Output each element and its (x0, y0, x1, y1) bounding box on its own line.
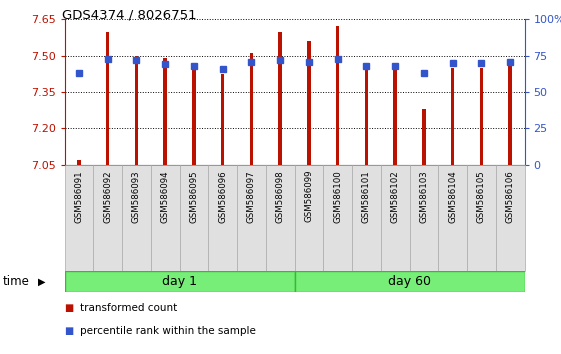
Text: GSM586092: GSM586092 (103, 170, 112, 223)
Bar (336, 25, 339, 165)
Bar (237, 165, 266, 271)
Bar (307, 41, 311, 165)
Text: GSM586100: GSM586100 (333, 170, 342, 223)
Bar (93, 165, 122, 271)
Text: time: time (3, 275, 30, 288)
Bar (278, 32, 282, 165)
Text: GSM586094: GSM586094 (160, 170, 169, 223)
Text: GSM586093: GSM586093 (132, 170, 141, 223)
Text: GSM586105: GSM586105 (477, 170, 486, 223)
Text: GSM586091: GSM586091 (75, 170, 84, 223)
Bar (480, 68, 483, 165)
Text: transformed count: transformed count (80, 303, 177, 313)
Bar (163, 58, 167, 165)
Text: day 60: day 60 (388, 275, 431, 288)
Text: GDS4374 / 8026751: GDS4374 / 8026751 (62, 9, 196, 22)
Bar (180, 165, 208, 271)
Bar (266, 165, 295, 271)
Text: GSM586104: GSM586104 (448, 170, 457, 223)
Bar (135, 56, 138, 165)
Text: GSM586103: GSM586103 (420, 170, 429, 223)
Bar (77, 160, 81, 165)
Bar (106, 32, 109, 165)
Bar (393, 70, 397, 165)
Text: GSM586096: GSM586096 (218, 170, 227, 223)
Text: GSM586099: GSM586099 (305, 170, 314, 222)
Text: day 1: day 1 (162, 275, 197, 288)
Text: percentile rank within the sample: percentile rank within the sample (80, 326, 256, 336)
Bar (192, 65, 196, 165)
Bar (122, 165, 151, 271)
Bar (323, 165, 352, 271)
Bar (496, 165, 525, 271)
Text: ■: ■ (65, 303, 73, 313)
Bar (250, 53, 253, 165)
Bar (208, 165, 237, 271)
Bar (221, 74, 224, 165)
Bar (438, 165, 467, 271)
Bar (467, 165, 496, 271)
Bar (352, 165, 381, 271)
Bar (381, 165, 410, 271)
Bar (65, 271, 295, 292)
Text: ■: ■ (65, 326, 73, 336)
Bar (295, 165, 323, 271)
Text: GSM586101: GSM586101 (362, 170, 371, 223)
Text: GSM586106: GSM586106 (505, 170, 514, 223)
Bar (451, 68, 454, 165)
Text: GSM586095: GSM586095 (190, 170, 199, 223)
Bar (422, 109, 426, 165)
Bar (508, 63, 512, 165)
Text: GSM586097: GSM586097 (247, 170, 256, 223)
Bar (65, 165, 93, 271)
Bar (365, 70, 368, 165)
Text: GSM586102: GSM586102 (390, 170, 399, 223)
Text: ▶: ▶ (38, 276, 45, 286)
Text: GSM586098: GSM586098 (275, 170, 284, 223)
Bar (151, 165, 180, 271)
Bar (295, 271, 525, 292)
Bar (410, 165, 438, 271)
